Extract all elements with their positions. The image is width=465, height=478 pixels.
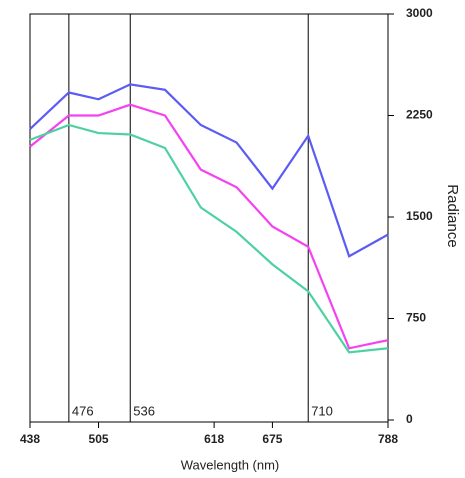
y-tick-label: 0 (406, 412, 413, 426)
x-tick-label: 675 (262, 432, 282, 446)
x-tick-label: 788 (378, 432, 398, 446)
series-line (29, 83, 389, 258)
x-tick-label: 505 (89, 432, 109, 446)
plot-frame (29, 13, 389, 423)
series-line (29, 103, 389, 350)
y-tick-label: 2250 (406, 108, 433, 122)
x-tick-label: 618 (204, 432, 224, 446)
marker-label: 476 (72, 403, 94, 418)
x-axis-label: Wavelength (nm) (181, 457, 280, 472)
y-tick-label: 750 (406, 311, 426, 325)
marker-label: 536 (133, 403, 155, 418)
x-tick-label: 438 (20, 432, 40, 446)
y-tick-label: 3000 (406, 6, 433, 20)
series-line (29, 123, 389, 354)
marker-label: 710 (311, 403, 333, 418)
y-axis-label: Radiance (444, 184, 461, 247)
y-tick-label: 1500 (406, 209, 433, 223)
